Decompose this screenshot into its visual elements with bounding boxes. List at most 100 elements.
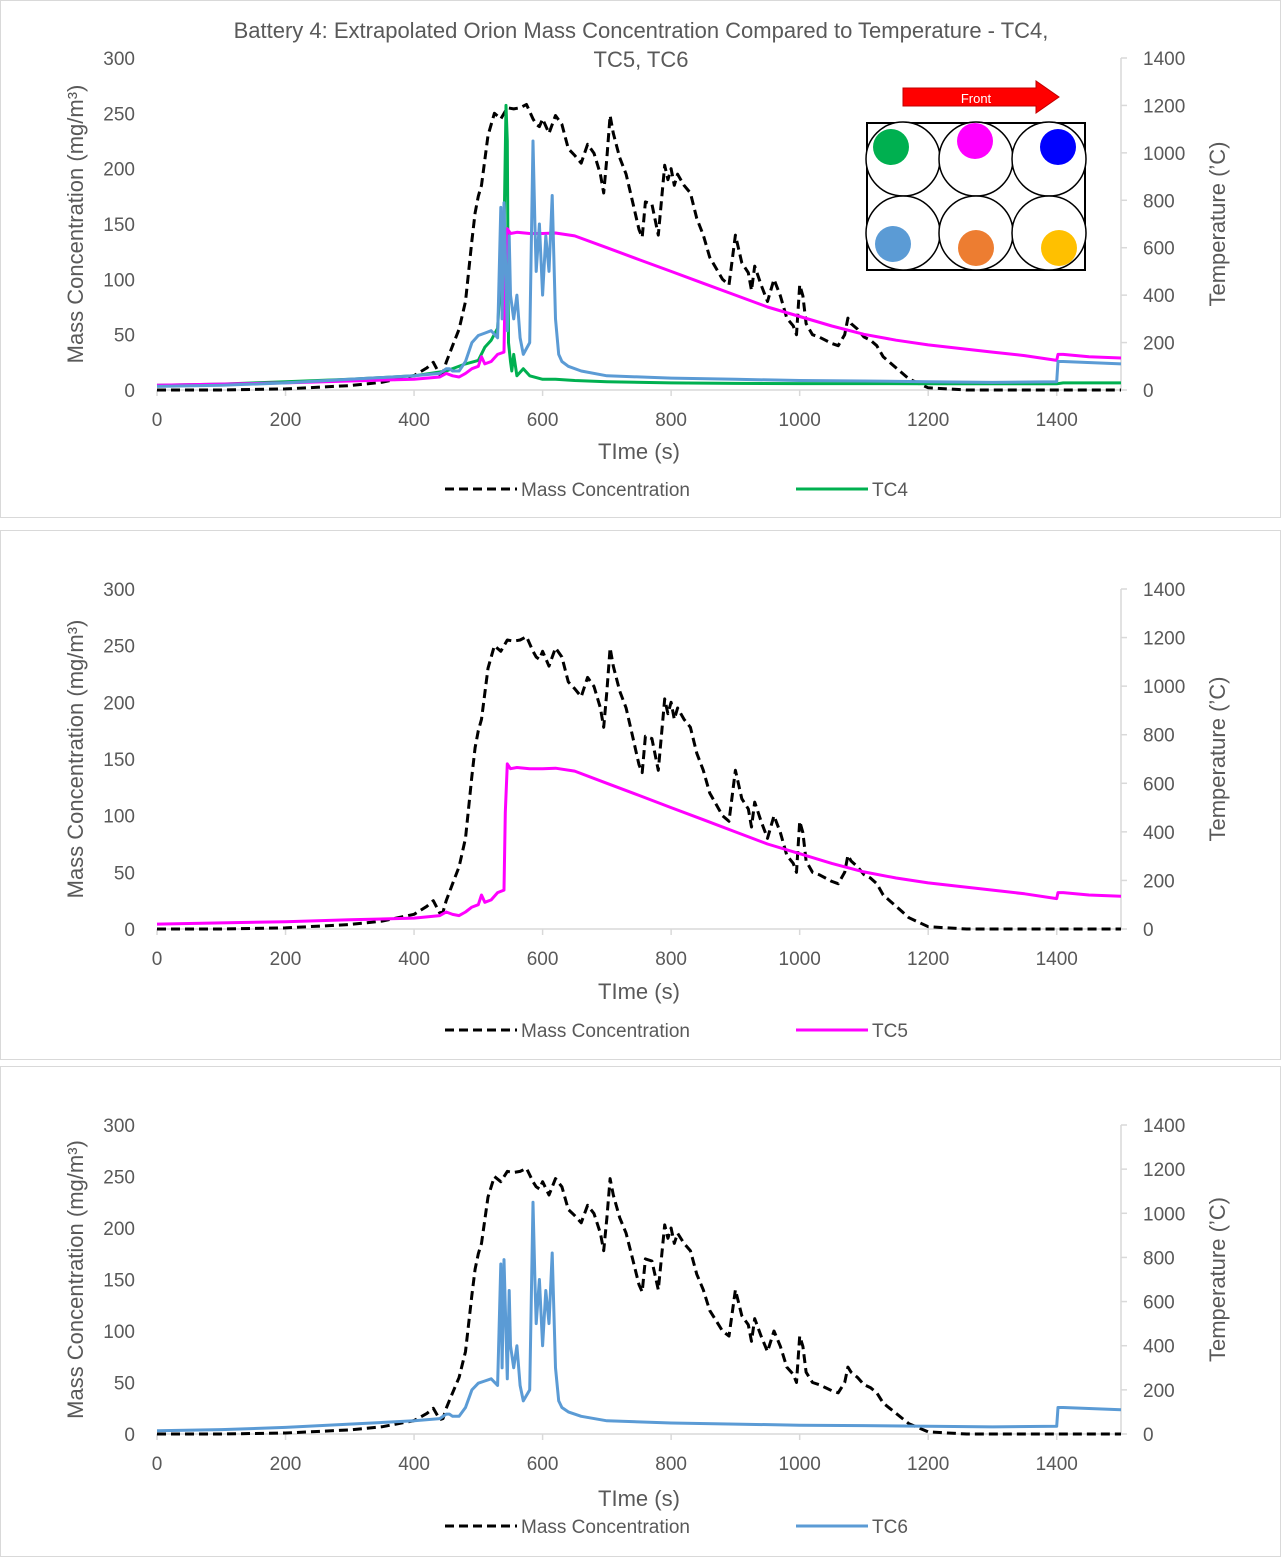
y-tick-label: 300	[103, 1116, 135, 1137]
x-tick-label: 1200	[907, 949, 949, 970]
y2-tick-label: 1400	[1143, 49, 1185, 70]
x-tick-label: 800	[655, 410, 687, 431]
y2-tick-label: 0	[1143, 1425, 1154, 1446]
x-tick-label: 600	[527, 1454, 559, 1475]
y-tick-label: 0	[124, 1425, 135, 1446]
y2-tick-label: 1400	[1143, 1116, 1185, 1137]
x-tick-label: 1400	[1036, 410, 1078, 431]
y-axis-title: Mass Concentration (mg/m³)	[63, 620, 88, 899]
y-tick-label: 100	[103, 807, 135, 828]
y-tick-label: 0	[124, 381, 135, 402]
y-tick-label: 300	[103, 580, 135, 601]
series-line-tc4	[156, 103, 1121, 387]
series-line-tc6	[156, 1200, 1122, 1433]
y2-tick-label: 600	[1143, 239, 1175, 260]
series-line-mass-concentration	[157, 103, 1121, 392]
x-tick-label: 1200	[907, 410, 949, 431]
y2-tick-label: 0	[1143, 920, 1154, 941]
x-axis-title: TIme (s)	[598, 1486, 680, 1511]
legend-label: TC4	[872, 480, 908, 501]
y-tick-label: 50	[114, 863, 135, 884]
x-tick-label: 1000	[779, 949, 821, 970]
x-tick-label: 600	[527, 949, 559, 970]
y2-tick-label: 800	[1143, 726, 1175, 747]
y-tick-label: 200	[103, 693, 135, 714]
legend-label: Mass Concentration	[521, 1517, 690, 1538]
chart-panel-tc4: Battery 4: Extrapolated Orion Mass Conce…	[0, 0, 1281, 518]
y2-tick-label: 200	[1143, 871, 1175, 892]
thermocouple-dot	[1040, 129, 1076, 165]
series-line-mass-concentration	[157, 635, 1121, 931]
chart-title: TC5, TC6	[594, 47, 689, 72]
x-axis-title: TIme (s)	[598, 439, 680, 464]
x-tick-label: 1400	[1036, 949, 1078, 970]
y2-tick-label: 200	[1143, 1381, 1175, 1402]
series-line-tc6	[156, 139, 1122, 388]
y-tick-label: 150	[103, 215, 135, 236]
x-tick-label: 1000	[779, 1454, 821, 1475]
y2-axis-title: Temperature (’C)	[1205, 676, 1230, 841]
y2-tick-label: 1000	[1143, 677, 1185, 698]
x-tick-label: 800	[655, 1454, 687, 1475]
chart-svg: Battery 4: Extrapolated Orion Mass Conce…	[63, 18, 1230, 501]
x-tick-label: 1000	[779, 410, 821, 431]
chart-svg: 0 200 400 600 800 1000 1200 1400 0 50 100 150 200 250…	[63, 1116, 1230, 1538]
y-axis-title: Mass Concentration (mg/m³)	[63, 85, 88, 364]
y-tick-label: 200	[103, 1219, 135, 1240]
x-tick-label: 200	[270, 949, 302, 970]
y-tick-label: 100	[103, 270, 135, 291]
x-tick-label: 200	[270, 1454, 302, 1475]
y2-tick-label: 1000	[1143, 1204, 1185, 1225]
series-line-mass-concentration	[157, 1166, 1121, 1436]
thermocouple-dot	[1041, 230, 1077, 266]
battery-layout-inset: Front	[865, 80, 1087, 271]
y2-tick-label: 600	[1143, 1293, 1175, 1314]
x-tick-label: 0	[152, 1454, 163, 1475]
y2-tick-label: 1200	[1143, 629, 1185, 650]
thermocouple-dot	[958, 230, 994, 266]
y2-tick-label: 400	[1143, 286, 1175, 307]
x-tick-label: 1200	[907, 1454, 949, 1475]
legend-label: Mass Concentration	[521, 1021, 690, 1042]
y2-tick-label: 1200	[1143, 96, 1185, 117]
y2-tick-label: 400	[1143, 823, 1175, 844]
y2-axis-title: Temperature (’C)	[1205, 1197, 1230, 1362]
x-tick-label: 600	[527, 410, 559, 431]
x-tick-label: 200	[270, 410, 302, 431]
y2-tick-label: 800	[1143, 191, 1175, 212]
x-tick-label: 400	[398, 949, 430, 970]
y-tick-label: 150	[103, 1271, 135, 1292]
y2-axis-title: Temperature (’C)	[1205, 141, 1230, 306]
y2-tick-label: 0	[1143, 381, 1154, 402]
y2-tick-label: 800	[1143, 1248, 1175, 1269]
y-tick-label: 250	[103, 104, 135, 125]
thermocouple-dot	[957, 123, 993, 159]
y-tick-label: 250	[103, 1168, 135, 1189]
series-line-tc5	[156, 762, 1122, 926]
chart-panel-tc6: 0 200 400 600 800 1000 1200 1400 0 50 100 150 200 250…	[0, 1066, 1281, 1557]
y2-tick-label: 1000	[1143, 144, 1185, 165]
y2-tick-label: 1400	[1143, 580, 1185, 601]
legend-label: TC6	[872, 1517, 908, 1538]
x-tick-label: 400	[398, 1454, 430, 1475]
x-tick-label: 0	[152, 410, 163, 431]
y2-tick-label: 600	[1143, 774, 1175, 795]
front-arrow-label: Front	[961, 91, 992, 106]
y2-tick-label: 200	[1143, 334, 1175, 355]
y-axis-title: Mass Concentration (mg/m³)	[63, 1140, 88, 1419]
x-tick-label: 0	[152, 949, 163, 970]
x-tick-label: 400	[398, 410, 430, 431]
y-tick-label: 50	[114, 326, 135, 347]
y-tick-label: 100	[103, 1322, 135, 1343]
y-tick-label: 200	[103, 160, 135, 181]
x-axis-title: TIme (s)	[598, 979, 680, 1004]
chart-title: Battery 4: Extrapolated Orion Mass Conce…	[234, 18, 1049, 43]
y-tick-label: 150	[103, 750, 135, 771]
y2-tick-label: 1200	[1143, 1160, 1185, 1181]
legend-label: Mass Concentration	[521, 480, 690, 501]
y-tick-label: 250	[103, 637, 135, 658]
y-tick-label: 300	[103, 49, 135, 70]
chart-panel-tc5: 0 200 400 600 800 1000 1200 1400 0 50 100 150 200 250…	[0, 530, 1281, 1060]
thermocouple-dot	[875, 226, 911, 262]
chart-svg: 0 200 400 600 800 1000 1200 1400 0 50 100 150 200 250…	[63, 580, 1230, 1042]
